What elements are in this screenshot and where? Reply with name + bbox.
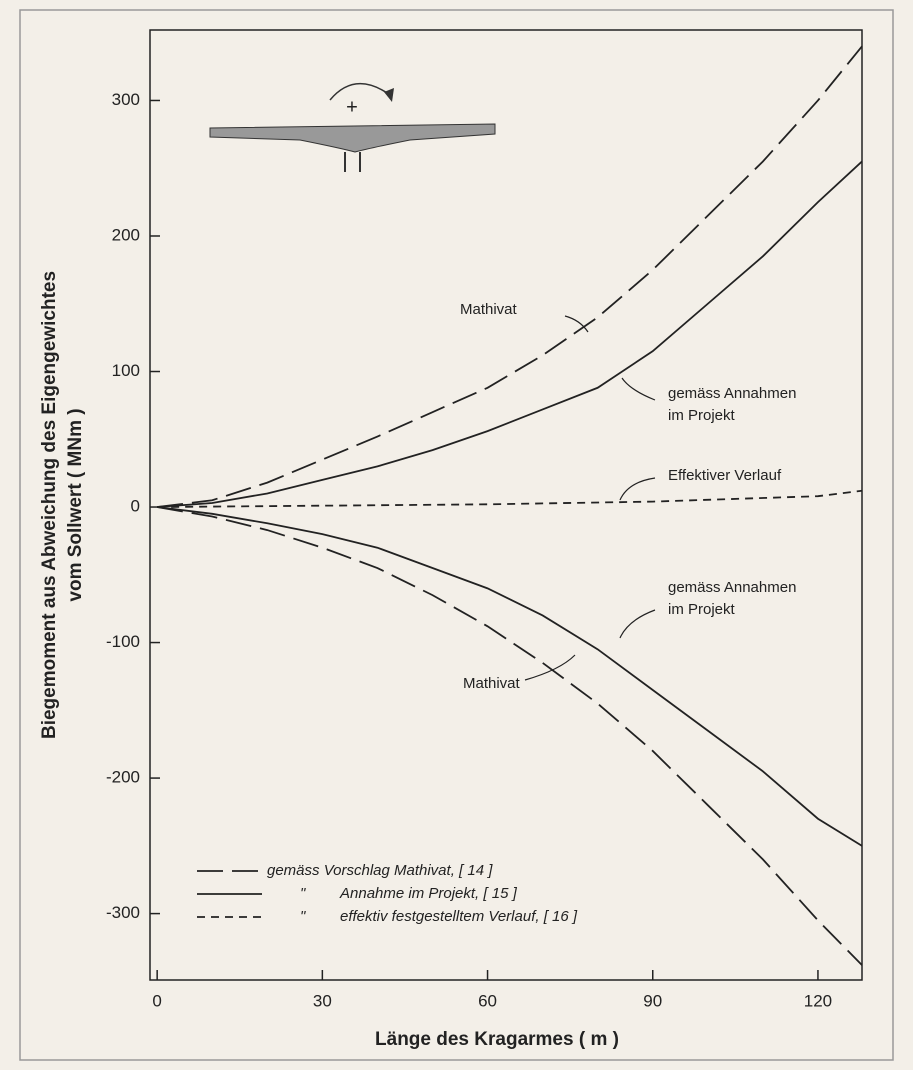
legend-label: effektiv festgestelltem Verlauf, [ 16 ] bbox=[340, 908, 578, 925]
x-axis-label: Länge des Kragarmes ( m ) bbox=[375, 1029, 619, 1050]
x-tick-label: 0 bbox=[152, 991, 161, 1010]
line bbox=[157, 506, 863, 966]
leaders bbox=[524, 315, 656, 681]
line bbox=[157, 506, 863, 847]
y-tick-label: -300 bbox=[106, 903, 140, 922]
y-tick-label: -100 bbox=[106, 632, 140, 651]
line bbox=[157, 45, 863, 508]
legend-label: gemäss Vorschlag Mathivat, [ 14 ] bbox=[267, 862, 493, 879]
annotation: im Projekt bbox=[668, 407, 736, 424]
legend-ditto: " bbox=[300, 885, 306, 902]
y-tick-label: 300 bbox=[112, 90, 140, 109]
x-tick-label: 60 bbox=[478, 991, 497, 1010]
sign: + bbox=[346, 96, 358, 118]
y-axis-label: vom Sollwert ( MNm ) bbox=[65, 408, 86, 601]
y-tick-label: 0 bbox=[131, 497, 140, 516]
x-tick-label: 120 bbox=[804, 991, 832, 1010]
line bbox=[157, 489, 863, 508]
annotation: gemäss Annahmen bbox=[668, 385, 796, 402]
legend-ditto: " bbox=[300, 908, 306, 925]
line bbox=[157, 160, 863, 508]
y-axis-label: Biegemoment aus Abweichung des Eigengewi… bbox=[39, 271, 60, 739]
annotation: im Projekt bbox=[668, 601, 736, 618]
bridge-icon: + bbox=[209, 82, 496, 172]
frame bbox=[19, 9, 894, 1061]
plot-frame bbox=[149, 29, 863, 981]
x-tick-label: 90 bbox=[643, 991, 662, 1010]
y-tick-label: 100 bbox=[112, 361, 140, 380]
y-tick-label: 200 bbox=[112, 225, 140, 244]
annotation: Effektiver Verlauf bbox=[668, 467, 782, 484]
annotation: gemäss Annahmen bbox=[668, 579, 796, 596]
legend-label: Annahme im Projekt, [ 15 ] bbox=[339, 885, 518, 902]
annotation: Mathivat bbox=[463, 675, 521, 692]
annotation: Mathivat bbox=[460, 301, 518, 318]
y-tick-label: -200 bbox=[106, 768, 140, 787]
x-tick-label: 30 bbox=[313, 991, 332, 1010]
